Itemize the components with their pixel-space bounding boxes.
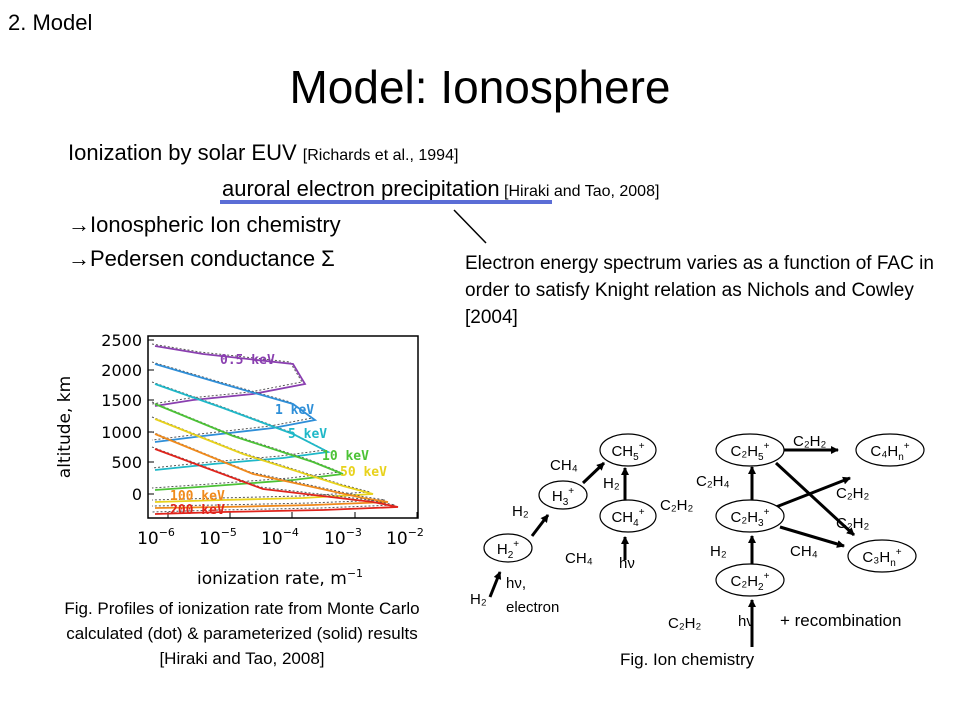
bullet-text: Ionization by solar EUV xyxy=(68,140,303,165)
param-solid-curve xyxy=(154,345,307,407)
bullet-text: auroral electron precipitation xyxy=(222,176,500,201)
x-axis: 10−6 10−5 10−4 10−3 10−2 xyxy=(137,512,424,549)
series-label: 5 keV xyxy=(288,427,327,442)
citation: [Hiraki and Tao, 2008] xyxy=(499,183,660,200)
note-text: Electron energy spectrum varies as a fun… xyxy=(465,253,934,328)
y-tick-label: 1000 xyxy=(101,423,142,442)
param-solid-curve xyxy=(154,448,399,515)
plot-frame xyxy=(147,335,419,519)
param-solid-curve xyxy=(154,363,318,443)
param-solid-curve xyxy=(154,383,331,471)
param-solid-curve xyxy=(154,433,389,509)
y-tick-label: 2000 xyxy=(101,361,142,380)
mc-dotted-curve xyxy=(151,343,303,405)
param-solid-curve xyxy=(154,418,374,503)
recombination-label: + recombination xyxy=(780,611,902,630)
param-solid-curve xyxy=(154,403,344,491)
series-label: 200 keV xyxy=(170,503,225,518)
bullet-auroral: auroral electron precipitation [Hiraki a… xyxy=(222,176,659,202)
x-tick-label: 10−6 xyxy=(137,526,175,549)
mc-dotted-curve xyxy=(151,416,371,501)
slide-title: Model: Ionosphere xyxy=(289,61,671,113)
highlight-underline xyxy=(220,200,552,204)
series-label: 10 keV xyxy=(322,449,369,464)
y-tick-label: 0 xyxy=(132,485,142,504)
x-tick-label: 10−3 xyxy=(324,526,362,549)
bullet-ion-chemistry: →Ionospheric Ion chemistry xyxy=(68,212,341,237)
y-axis-label: altitude, km xyxy=(55,376,75,478)
y-tick-label: 1500 xyxy=(101,391,142,410)
y-tick-label: 500 xyxy=(111,453,142,472)
series-label: 1 keV xyxy=(275,403,314,418)
caption-right: Fig. Ion chemistry xyxy=(620,650,755,669)
caption-left: Fig. Profiles of ionization rate from Mo… xyxy=(64,599,420,668)
y-tick-label: 2500 xyxy=(101,331,142,350)
series-label: 100 keV xyxy=(170,489,225,504)
x-tick-label: 10−5 xyxy=(199,526,237,549)
section-label: 2. Model xyxy=(8,10,93,35)
series-label: 50 keV xyxy=(340,465,387,480)
bullet-pedersen: →Pedersen conductance Σ xyxy=(68,246,335,271)
y-axis: 2500 2000 1500 1000 500 0 xyxy=(101,331,154,504)
x-tick-label: 10−4 xyxy=(261,526,299,549)
x-tick-label: 10−2 xyxy=(386,526,424,549)
mc-dotted-curve xyxy=(151,361,314,441)
series-label: 0.5 keV xyxy=(220,353,275,368)
x-axis-label: ionization rate, m−1 xyxy=(197,567,363,589)
bullet-solar-euv: Ionization by solar EUV [Richards et al.… xyxy=(68,140,458,166)
plot-curves xyxy=(151,343,399,515)
citation: [Richards et al., 1994] xyxy=(302,147,459,164)
